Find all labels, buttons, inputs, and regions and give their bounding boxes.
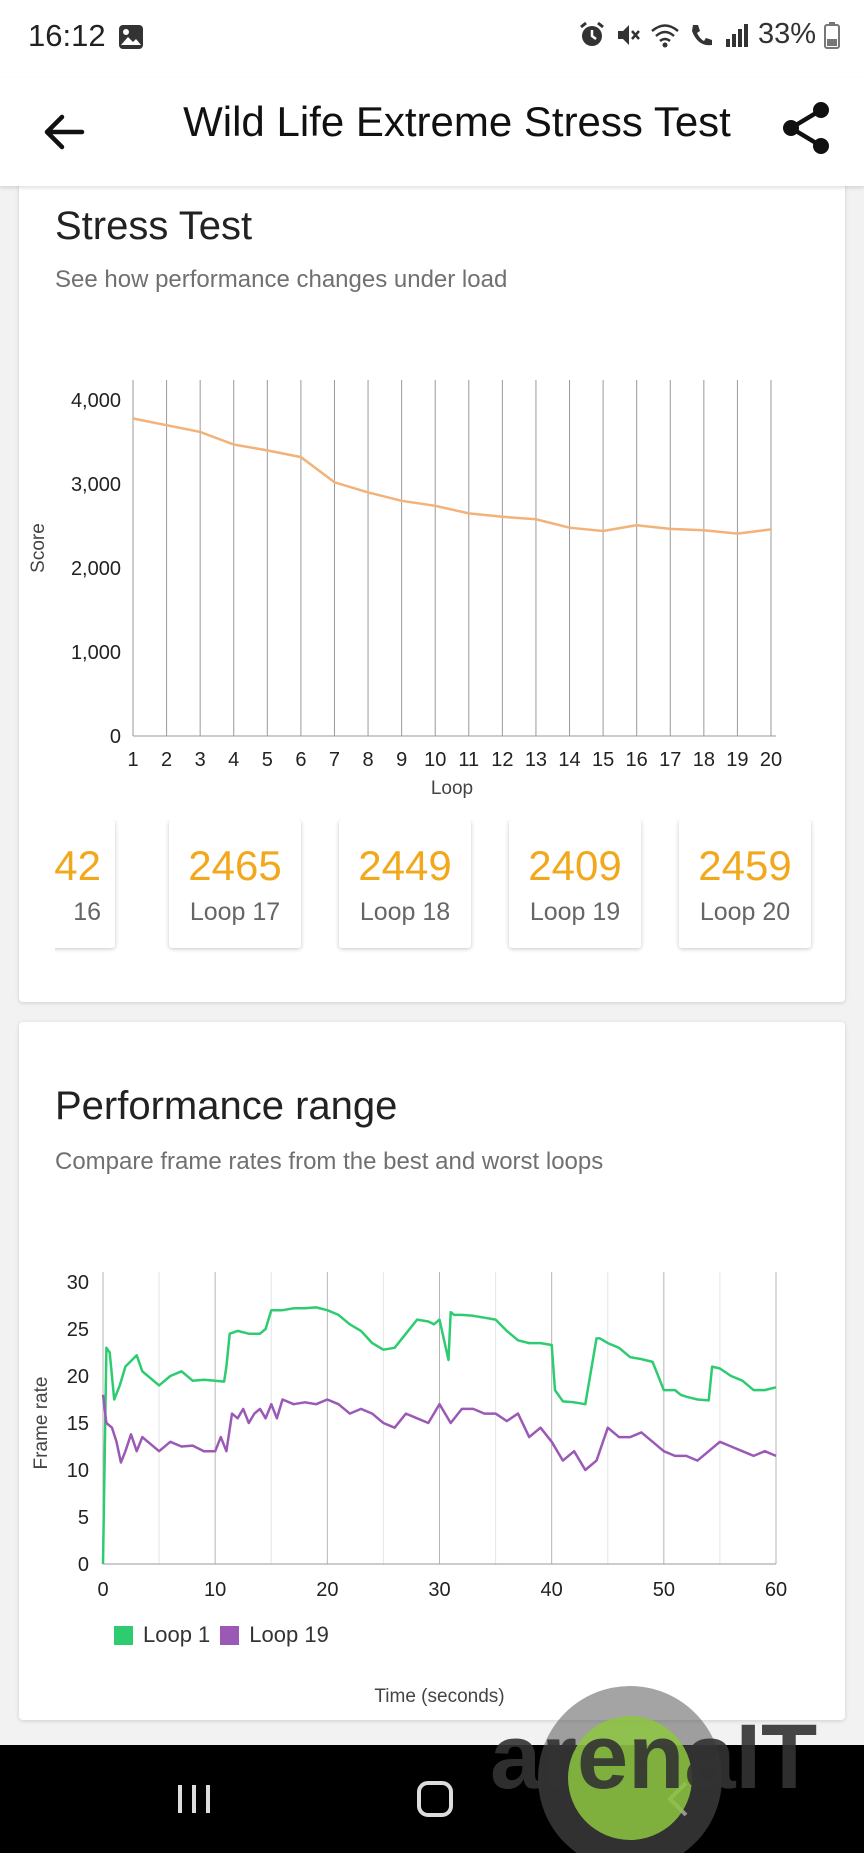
x-tick-label: 20: [316, 1579, 338, 1601]
battery-icon: [824, 21, 840, 49]
x-tick-label: 11: [458, 749, 479, 771]
y-tick-label: 0: [110, 726, 121, 748]
x-tick-label: 16: [626, 749, 648, 771]
signal-icon: [725, 23, 748, 47]
x-tick-label: 2: [161, 749, 172, 771]
status-icons: 33%: [578, 18, 840, 51]
alarm-icon: [580, 21, 604, 46]
x-tick-label: 15: [592, 749, 614, 771]
arrow-left-icon[interactable]: [38, 106, 90, 158]
x-tick-label: 17: [659, 749, 681, 771]
loop-score: 2449: [358, 842, 452, 889]
x-axis-label: Loop: [431, 778, 473, 799]
x-tick-label: 9: [396, 749, 407, 771]
loop-label: 16: [73, 898, 101, 926]
frame-rate-chart: 0 10 20 30 40 50 60 0 5 10 15 20 25 30 Time (seconds) F…: [31, 1272, 787, 1707]
y-tick-label: 20: [67, 1366, 89, 1388]
loop-card-19[interactable]: 2409 Loop 19: [509, 820, 641, 948]
y-tick-label: 5: [78, 1507, 89, 1529]
share-icon[interactable]: [778, 100, 834, 156]
performance-range-card: Performance range Compare frame rates fr…: [19, 1022, 845, 1720]
x-tick-label: 19: [726, 749, 748, 771]
loop19-series-line: [101, 1394, 777, 1472]
wifi-icon: [651, 23, 679, 47]
x-tick-label: 10: [204, 1579, 226, 1601]
navigation-bar: [0, 1745, 864, 1853]
loop-scores-carousel[interactable]: 42 16 2465 Loop 17 2449 Loop 18 2409 Loo…: [55, 820, 817, 955]
loop-score: 42: [55, 842, 101, 889]
x-tick-label: 7: [329, 749, 340, 771]
recent-apps-icon[interactable]: [154, 1765, 234, 1833]
x-tick-label: 18: [693, 749, 715, 771]
x-tick-label: 10: [424, 749, 446, 771]
gallery-icon: [119, 25, 143, 49]
x-tick-label: 50: [653, 1579, 675, 1601]
loop-score: 2409: [528, 842, 622, 889]
y-tick-label: 1,000: [71, 642, 121, 664]
loop-label: Loop 17: [189, 898, 281, 926]
y-tick-label: 0: [78, 1554, 89, 1576]
x-tick-label: 6: [295, 749, 306, 771]
x-tick-label: 0: [97, 1579, 108, 1601]
status-time: 16:12: [28, 18, 106, 53]
y-axis-label: Frame rate: [31, 1377, 52, 1470]
x-tick-label: 60: [765, 1579, 787, 1601]
mute-icon: [617, 24, 640, 45]
status-bar: 16:12 33%: [0, 0, 864, 78]
stress-test-title: Stress Test: [55, 204, 253, 248]
x-tick-label: 20: [760, 749, 782, 771]
y-tick-label: 25: [67, 1319, 89, 1341]
x-tick-label: 40: [541, 1579, 563, 1601]
score-series-line: [132, 417, 772, 535]
legend-swatch-loop1: [114, 1625, 133, 1645]
x-tick-label: 3: [195, 749, 206, 771]
y-axis-label: Score: [28, 523, 49, 573]
battery-percent: 33%: [757, 18, 816, 50]
loop-card-20[interactable]: 2459 Loop 20: [679, 820, 811, 948]
legend-label-loop1: Loop 1: [143, 1622, 211, 1647]
back-nav-icon[interactable]: [640, 1765, 720, 1833]
x-tick-label: 8: [362, 749, 373, 771]
chart-legend: Loop 1 Loop 19: [114, 1622, 329, 1648]
loop-label: Loop 20: [699, 898, 791, 926]
loop-card-16[interactable]: 42 16: [55, 820, 115, 948]
x-axis-label: Time (seconds): [374, 1686, 504, 1707]
y-tick-label: 15: [67, 1413, 89, 1435]
stress-test-card: Stress Test See how performance changes …: [19, 180, 845, 1002]
loop-score: 2459: [698, 842, 792, 889]
x-tick-label: 12: [491, 749, 513, 771]
x-tick-label: 4: [228, 749, 239, 771]
home-icon[interactable]: [395, 1765, 475, 1833]
y-tick-label: 3,000: [71, 474, 121, 496]
y-tick-label: 2,000: [71, 558, 121, 580]
loop1-series-line: [101, 1306, 777, 1565]
x-tick-label: 13: [525, 749, 547, 771]
performance-range-title: Performance range: [55, 1084, 398, 1128]
legend-label-loop19: Loop 19: [249, 1622, 329, 1647]
loop-card-17[interactable]: 2465 Loop 17: [169, 820, 301, 948]
app-bar: Wild Life Extreme Stress Test: [0, 78, 864, 186]
performance-range-subtitle: Compare frame rates from the best and wo…: [55, 1148, 604, 1175]
loop-label: Loop 18: [359, 898, 451, 926]
stress-test-subtitle: See how performance changes under load: [55, 266, 508, 293]
x-tick-label: 5: [262, 749, 273, 771]
y-tick-label: 30: [67, 1272, 89, 1294]
x-tick-label: 14: [558, 749, 580, 771]
loop-card-18[interactable]: 2449 Loop 18: [339, 820, 471, 948]
loop-label: Loop 19: [529, 898, 621, 926]
x-tick-label: 1: [127, 749, 138, 771]
legend-swatch-loop19: [220, 1625, 240, 1645]
y-tick-label: 4,000: [71, 390, 121, 412]
loop-score: 2465: [188, 842, 282, 889]
y-tick-label: 10: [67, 1460, 89, 1482]
page-title: Wild Life Extreme Stress Test: [183, 98, 731, 145]
x-tick-label: 30: [428, 1579, 450, 1601]
wifi-call-icon: [691, 24, 712, 45]
